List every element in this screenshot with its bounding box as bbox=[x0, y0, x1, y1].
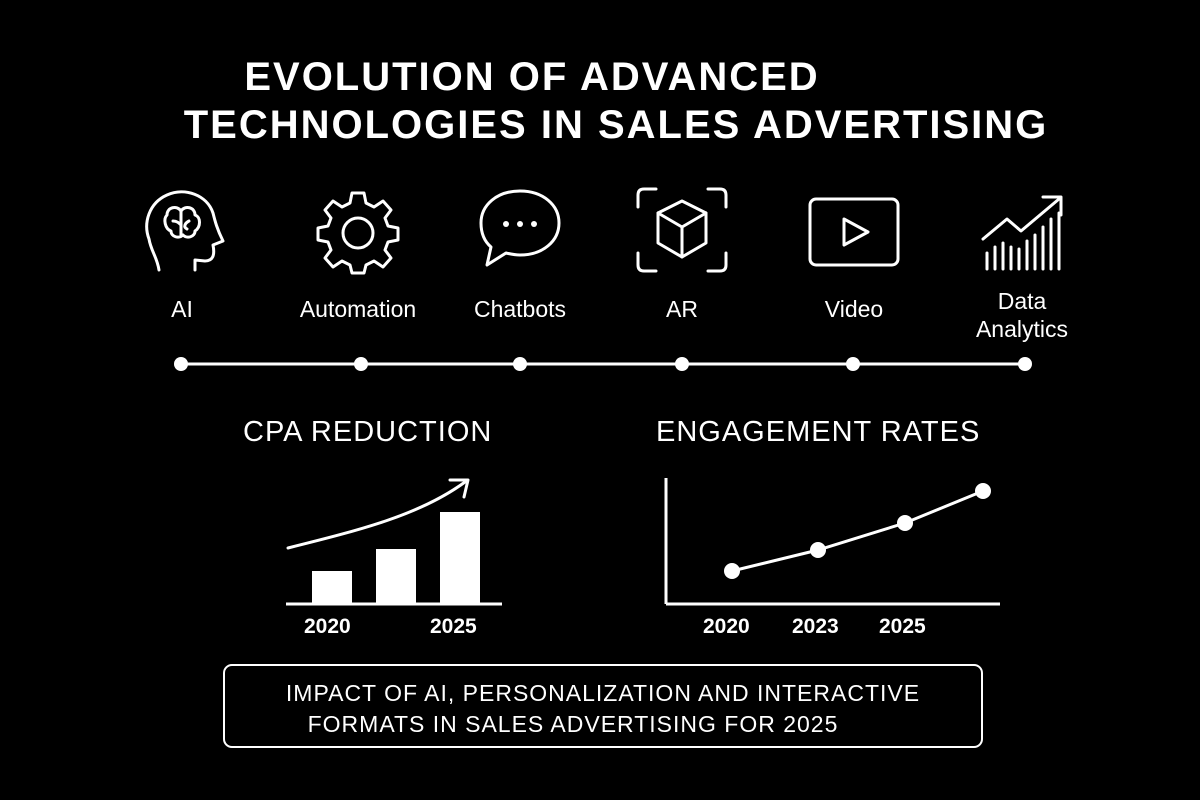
data-point bbox=[810, 542, 826, 558]
trend-chart-icon bbox=[981, 195, 1063, 271]
timeline bbox=[174, 357, 1032, 371]
tech-ai: AI bbox=[92, 185, 272, 323]
tech-automation: Automation bbox=[268, 185, 448, 323]
tech-video: Video bbox=[764, 185, 944, 323]
timeline-dot bbox=[354, 357, 368, 371]
tech-label-automation: Automation bbox=[299, 296, 417, 322]
engagement-chart-title: ENGAGEMENT RATES bbox=[656, 416, 981, 448]
brain-head-icon bbox=[145, 190, 225, 272]
page-title-line-1: EVOLUTION OF ADVANCED bbox=[244, 55, 820, 99]
cpa-bar-chart bbox=[286, 478, 502, 606]
engagement-x-label: 2020 bbox=[703, 615, 750, 638]
cpa-x-label: 2025 bbox=[430, 615, 477, 638]
cpa-chart-title: CPA REDUCTION bbox=[243, 416, 493, 448]
timeline-dot bbox=[1018, 357, 1032, 371]
bar bbox=[440, 512, 480, 604]
summary-line-1: IMPACT OF AI, PERSONALIZATION AND INTERA… bbox=[285, 680, 921, 706]
series-line bbox=[731, 489, 984, 573]
tech-chatbots: Chatbots bbox=[430, 185, 610, 323]
bar bbox=[312, 571, 352, 604]
tech-label-ai: AI bbox=[171, 296, 193, 322]
trend-arrow-line bbox=[286, 480, 467, 550]
chat-bubble-icon bbox=[479, 189, 561, 267]
cpa-x-label: 2020 bbox=[304, 615, 351, 638]
timeline-dot bbox=[513, 357, 527, 371]
timeline-dot bbox=[846, 357, 860, 371]
summary-box: IMPACT OF AI, PERSONALIZATION AND INTERA… bbox=[223, 664, 983, 748]
engagement-x-label: 2025 bbox=[879, 615, 926, 638]
ar-cube-icon bbox=[636, 187, 728, 273]
timeline-dot bbox=[174, 357, 188, 371]
tech-label-data-analytics: Data Analytics bbox=[975, 288, 1069, 342]
page-title-line-2: TECHNOLOGIES IN SALES ADVERTISING bbox=[183, 103, 1049, 147]
tech-label-chatbots: Chatbots bbox=[473, 296, 567, 322]
play-icon bbox=[808, 197, 900, 267]
data-point bbox=[724, 563, 740, 579]
engagement-line-chart bbox=[664, 478, 1000, 606]
tech-label-video: Video bbox=[824, 296, 884, 322]
trend-arrow-head bbox=[448, 478, 470, 499]
engagement-x-label: 2023 bbox=[792, 615, 839, 638]
data-point bbox=[975, 483, 991, 499]
bar bbox=[376, 549, 416, 604]
tech-data-analytics: Data Analytics bbox=[932, 185, 1112, 343]
tech-ar: AR bbox=[592, 185, 772, 323]
tech-label-ar: AR bbox=[666, 296, 698, 322]
data-point bbox=[897, 515, 913, 531]
gear-icon bbox=[316, 191, 400, 275]
timeline-dot bbox=[675, 357, 689, 371]
summary-line-2: FORMATS IN SALES ADVERTISING FOR 2025 bbox=[307, 711, 839, 737]
